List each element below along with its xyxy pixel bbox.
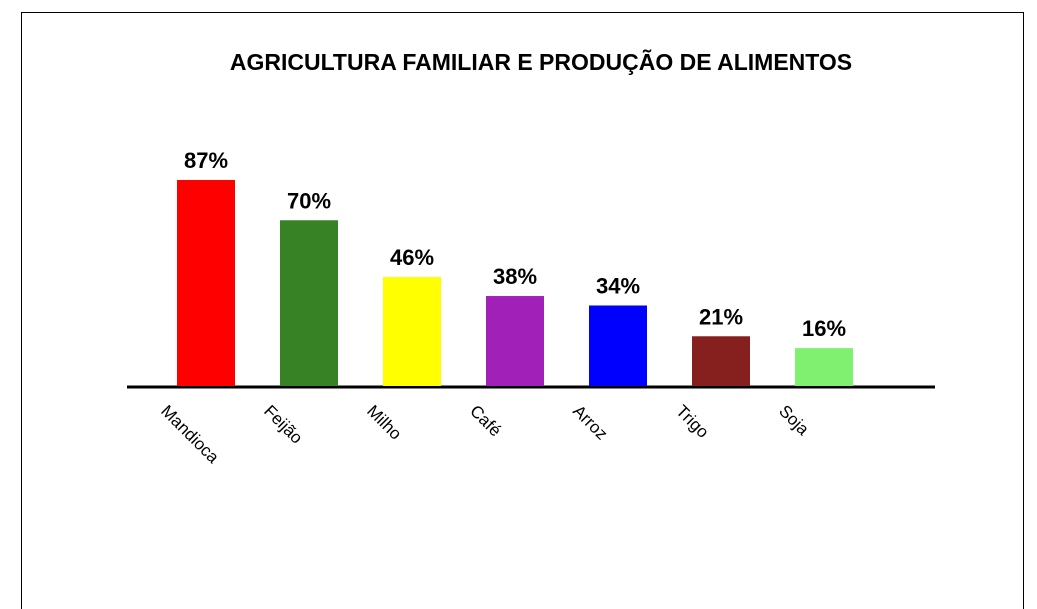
bar: [383, 277, 441, 386]
value-label: 38%: [493, 264, 537, 289]
bar: [692, 336, 750, 386]
value-label: 46%: [390, 245, 434, 270]
value-label: 21%: [699, 304, 743, 329]
bar: [486, 296, 544, 386]
value-label: 87%: [184, 148, 228, 173]
chart-title: AGRICULTURA FAMILIAR E PRODUÇÃO DE ALIME…: [230, 48, 852, 75]
value-label: 34%: [596, 273, 640, 298]
bar: [589, 305, 647, 386]
bar: [280, 220, 338, 386]
value-label: 16%: [802, 316, 846, 341]
bar: [177, 180, 235, 386]
bar: [795, 348, 853, 386]
value-label: 70%: [287, 188, 331, 213]
